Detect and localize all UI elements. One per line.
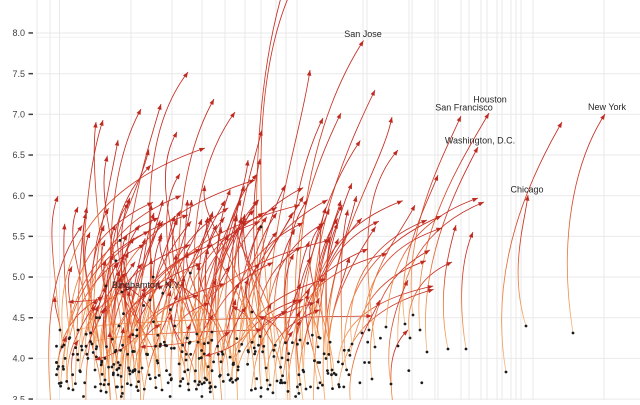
svg-text:New York: New York [588, 102, 627, 112]
svg-text:Chicago: Chicago [510, 185, 543, 195]
svg-text:4.0: 4.0 [12, 354, 25, 364]
svg-text:Houston: Houston [473, 95, 507, 105]
svg-text:Binghamton, N.Y.: Binghamton, N.Y. [112, 280, 181, 290]
svg-text:San Jose: San Jose [344, 29, 382, 39]
svg-text:3.5: 3.5 [12, 394, 25, 400]
svg-text:7.0: 7.0 [12, 110, 25, 120]
svg-text:5.5: 5.5 [12, 232, 25, 242]
svg-text:6.5: 6.5 [12, 150, 25, 160]
svg-text:8.0: 8.0 [12, 28, 25, 38]
svg-text:4.5: 4.5 [12, 313, 25, 323]
svg-text:6.0: 6.0 [12, 191, 25, 201]
svg-text:7.5: 7.5 [12, 69, 25, 79]
svg-text:5.0: 5.0 [12, 272, 25, 282]
svg-text:Washington, D.C.: Washington, D.C. [445, 136, 515, 146]
svg-text:San Francisco: San Francisco [435, 103, 493, 113]
